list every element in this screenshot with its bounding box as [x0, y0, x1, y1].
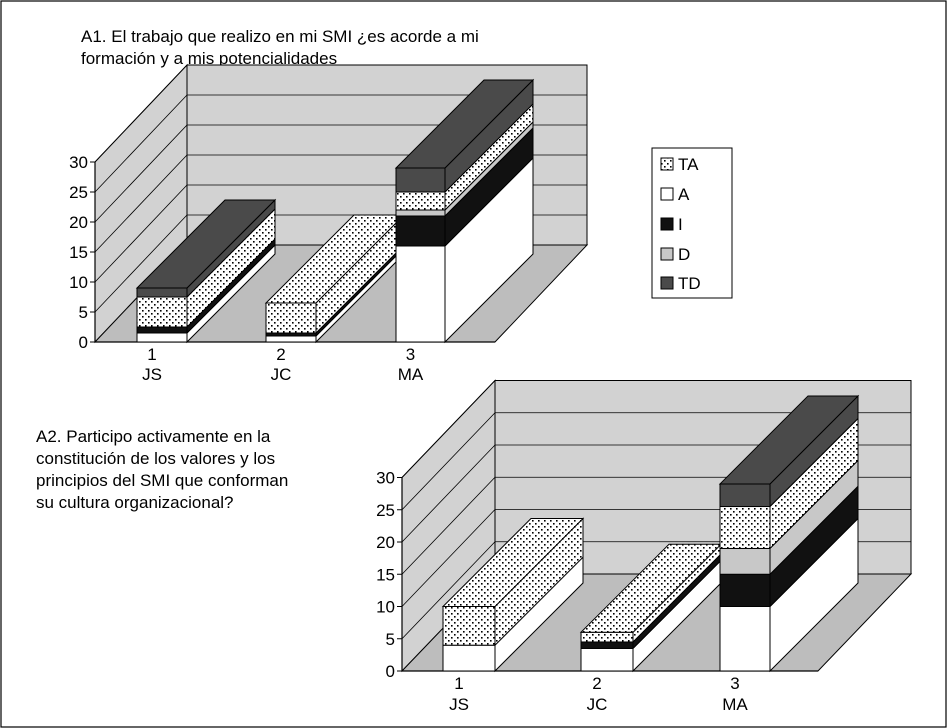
y-tick-label: 30	[376, 469, 395, 488]
chart1-title-line2: formación y a mis potencialidades	[81, 49, 337, 68]
bar-segment-ta	[442, 606, 496, 646]
gridline-side	[401, 444, 496, 543]
x-category-label: 2	[592, 674, 601, 693]
bar-segment-a	[442, 644, 496, 672]
legend-label-d: D	[678, 245, 690, 264]
x-category-label: 2	[276, 345, 285, 364]
bar-segment-i	[719, 573, 771, 607]
gridline-side	[94, 184, 188, 283]
bar-segment-a	[395, 245, 446, 343]
bar-segment-a	[719, 606, 771, 672]
bar-segment-td	[395, 167, 446, 193]
y-tick-label: 25	[69, 183, 88, 202]
bar-top	[135, 199, 277, 289]
bar-segment-ta	[395, 191, 446, 211]
gridline-side	[401, 380, 496, 478]
bar-segment-d	[719, 547, 771, 575]
bar-segment-i	[395, 215, 446, 247]
legend-swatch-td	[660, 276, 674, 290]
y-tick-label: 10	[376, 598, 395, 617]
bar-top	[441, 518, 585, 607]
chart1-title-line1: A1. El trabajo que realizo en mi SMI ¿es…	[81, 27, 479, 46]
legend-label-td: TD	[678, 274, 701, 293]
x-category-sublabel: JC	[587, 695, 608, 714]
bar-segment-i	[136, 326, 188, 334]
bar-segment-d	[395, 209, 446, 217]
gridline-side	[94, 94, 188, 193]
bar-segment-td	[719, 483, 771, 508]
legend-swatch-ta	[660, 157, 674, 171]
bar-segment-i	[580, 641, 634, 649]
chart2-title-line1: A2. Participo activamente en la	[36, 427, 271, 446]
x-category-label: 1	[454, 674, 463, 693]
chart2-title-line2: constitución de los valores y los	[36, 449, 275, 468]
gridline-side	[401, 541, 496, 640]
gridline-side	[94, 64, 188, 163]
bar-top	[718, 395, 860, 485]
bar-segment-a	[265, 335, 317, 343]
bar-segment-ta	[265, 302, 317, 334]
bar-segment-ta	[719, 506, 771, 549]
x-category-sublabel: JS	[142, 365, 162, 384]
y-tick-label: 15	[69, 243, 88, 262]
gridline-side	[94, 214, 188, 313]
legend-label-ta: TA	[678, 155, 699, 174]
x-category-sublabel: JC	[271, 365, 292, 384]
y-tick-label: 10	[69, 273, 88, 292]
chart-a2: 0 5 10 15 20 25 30 1 JS 2 JC 3 MA	[376, 379, 913, 714]
chart2-title-line3: principios del SMI que conforman	[36, 471, 288, 490]
legend-label-a: A	[678, 185, 690, 204]
gridline-side	[401, 509, 496, 607]
x-category-label: 3	[406, 345, 415, 364]
y-tick-label: 5	[386, 630, 395, 649]
bar-segment-td	[136, 287, 188, 298]
x-category-sublabel: JS	[449, 695, 469, 714]
gridline-side	[401, 476, 496, 575]
y-tick-label: 5	[79, 303, 88, 322]
legend-label-i: I	[678, 215, 683, 234]
x-category-label: 3	[730, 674, 739, 693]
y-tick-label: 0	[386, 662, 395, 681]
bar-segment-a	[580, 647, 634, 672]
x-category-label: 1	[147, 345, 156, 364]
x-category-sublabel: MA	[398, 365, 424, 384]
y-tick-label: 30	[69, 153, 88, 172]
legend: TA A I D TD	[651, 147, 733, 299]
y-tick-label: 20	[69, 213, 88, 232]
gridline-side	[401, 412, 496, 511]
legend-swatch-i	[660, 217, 674, 231]
bar-segment-a	[136, 332, 188, 343]
y-tick-label: 15	[376, 565, 395, 584]
chart-a1: 0 5 10 15 20 25 30 1JS 2JC 3MA	[69, 63, 589, 384]
chart2-title-line4: su cultura organizacional?	[36, 493, 234, 512]
bar-top	[394, 79, 535, 169]
y-tick-label: 20	[376, 533, 395, 552]
x-category-sublabel: MA	[722, 695, 748, 714]
gridline-side	[94, 124, 188, 223]
bar-segment-ta	[136, 296, 188, 328]
y-tick-label: 0	[79, 333, 88, 352]
legend-swatch-a	[660, 187, 674, 201]
gridline-side	[94, 154, 188, 253]
bar-segment-ta	[580, 631, 634, 643]
y-tick-label: 25	[376, 501, 395, 520]
legend-swatch-d	[660, 247, 674, 261]
